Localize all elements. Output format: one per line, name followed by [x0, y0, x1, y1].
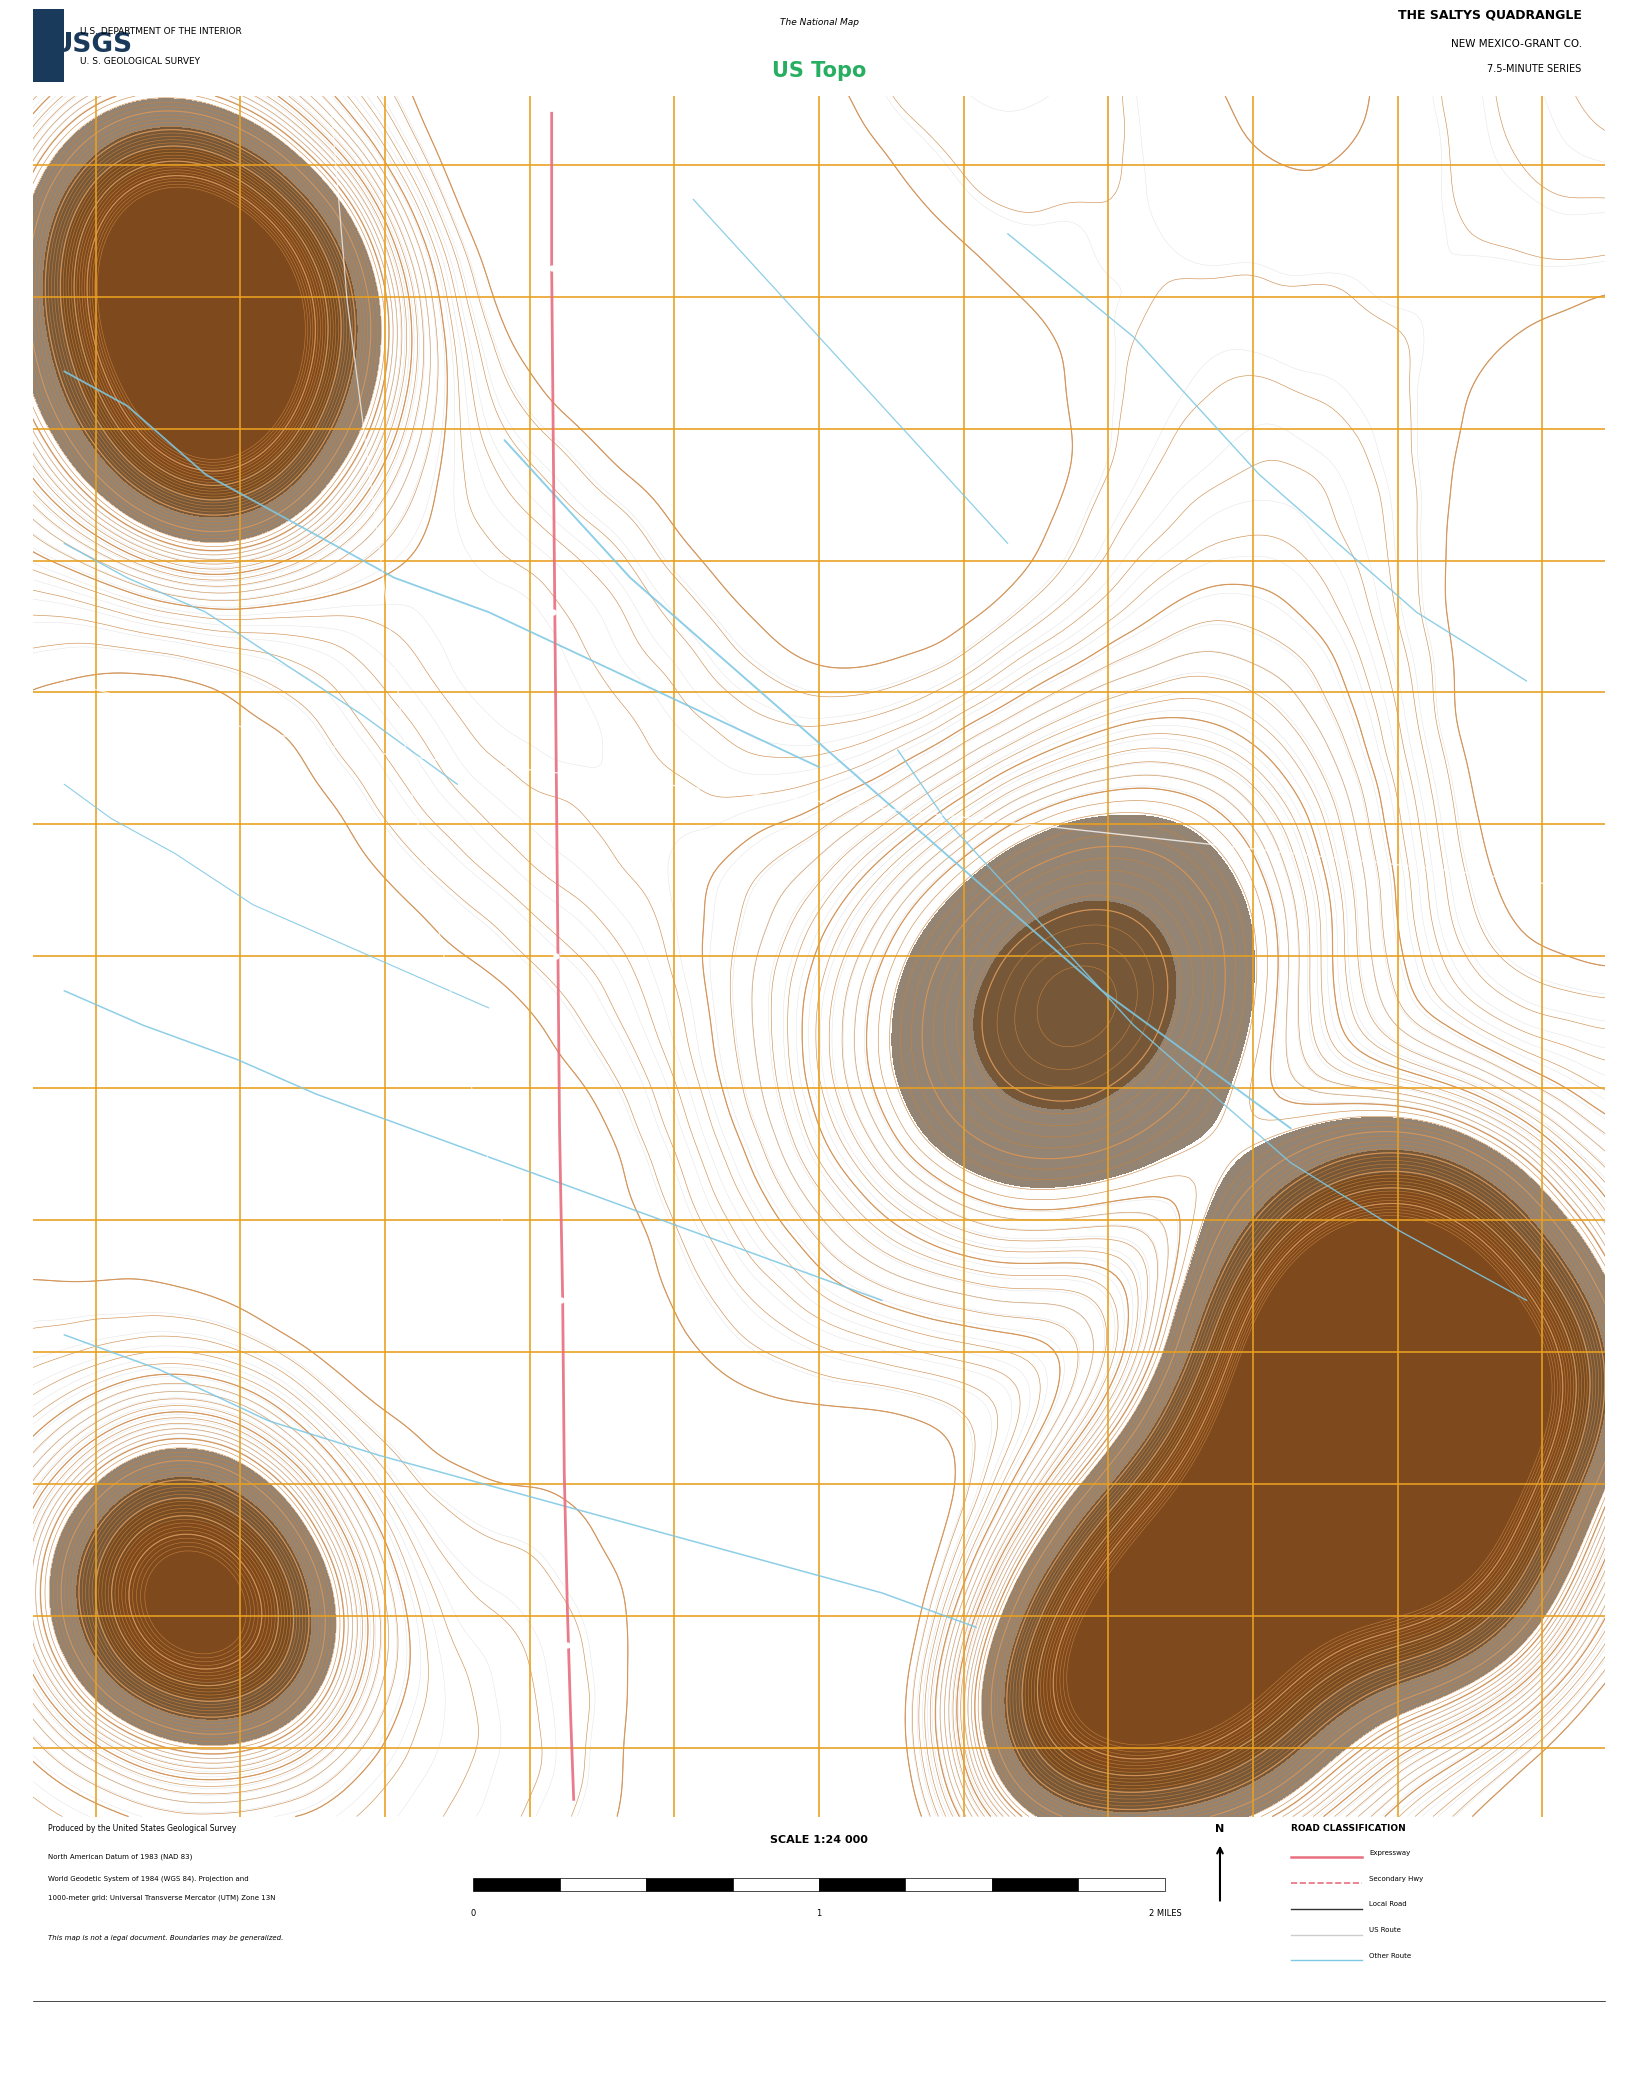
Bar [906, 1877, 993, 1890]
Text: 0: 0 [470, 1908, 475, 1919]
Bar [473, 1877, 560, 1890]
Text: This map is not a legal document. Boundaries may be generalized.: This map is not a legal document. Bounda… [49, 1936, 283, 1940]
Bar [560, 1877, 645, 1890]
Text: Other Route: Other Route [1369, 1952, 1412, 1959]
Text: World Geodetic System of 1984 (WGS 84). Projection and: World Geodetic System of 1984 (WGS 84). … [49, 1875, 249, 1883]
Text: Produced by the United States Geological Survey: Produced by the United States Geological… [49, 1825, 238, 1833]
Text: The National Map: The National Map [780, 19, 858, 27]
Text: 1000-meter grid: Universal Transverse Mercator (UTM) Zone 13N: 1000-meter grid: Universal Transverse Me… [49, 1894, 275, 1900]
Bar [33, 8, 64, 81]
Text: U. S. GEOLOGICAL SURVEY: U. S. GEOLOGICAL SURVEY [80, 58, 200, 67]
Text: Local Road: Local Road [1369, 1902, 1407, 1906]
Bar [732, 1877, 819, 1890]
Text: 1: 1 [816, 1908, 822, 1919]
Text: 2 MILES: 2 MILES [1148, 1908, 1181, 1919]
Text: N: N [1215, 1823, 1225, 1833]
Text: NEW MEXICO-GRANT CO.: NEW MEXICO-GRANT CO. [1451, 40, 1582, 50]
Text: Expressway: Expressway [1369, 1850, 1410, 1856]
Bar [993, 1877, 1078, 1890]
Text: Secondary Hwy: Secondary Hwy [1369, 1875, 1423, 1881]
Text: ROAD CLASSIFICATION: ROAD CLASSIFICATION [1291, 1825, 1405, 1833]
Text: USGS: USGS [52, 31, 133, 58]
Text: US Topo: US Topo [771, 61, 867, 81]
Text: US Route: US Route [1369, 1927, 1400, 1933]
Text: North American Datum of 1983 (NAD 83): North American Datum of 1983 (NAD 83) [49, 1854, 193, 1860]
Bar [645, 1877, 732, 1890]
Bar [1078, 1877, 1165, 1890]
Text: 7.5-MINUTE SERIES: 7.5-MINUTE SERIES [1487, 65, 1582, 73]
Bar [819, 1877, 906, 1890]
Text: SCALE 1:24 000: SCALE 1:24 000 [770, 1835, 868, 1846]
Text: THE SALTYS QUADRANGLE: THE SALTYS QUADRANGLE [1397, 8, 1582, 21]
Text: U.S. DEPARTMENT OF THE INTERIOR: U.S. DEPARTMENT OF THE INTERIOR [80, 27, 242, 35]
